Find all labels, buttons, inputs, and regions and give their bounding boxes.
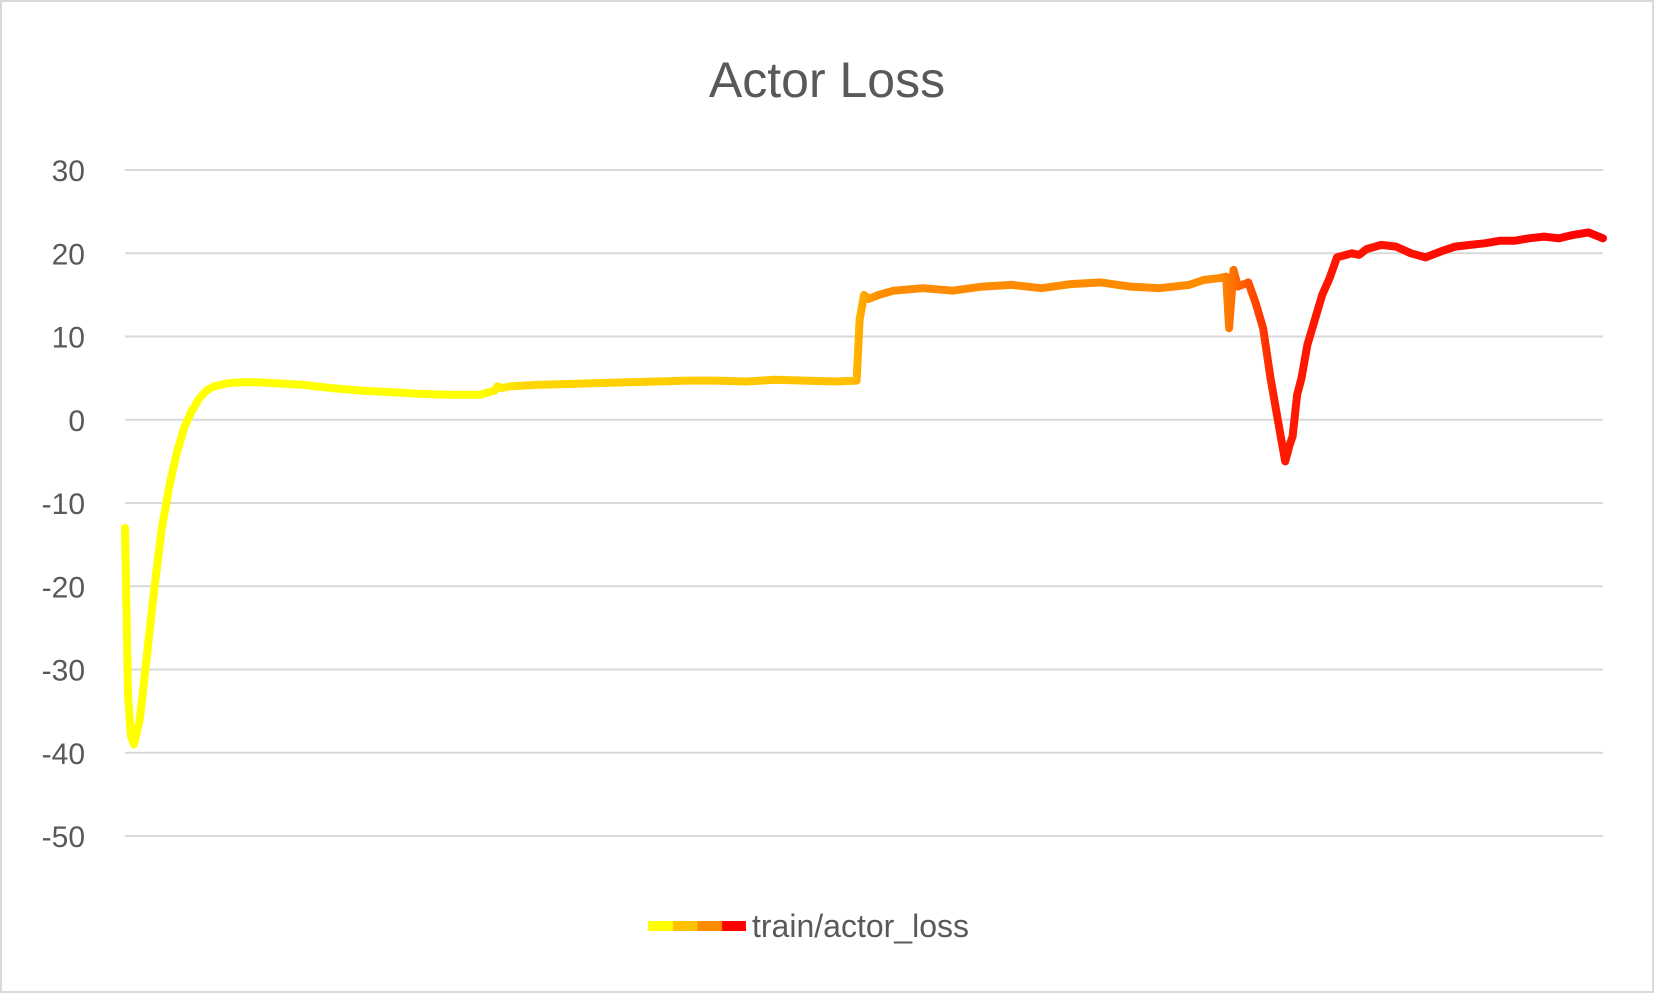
legend-label: train/actor_loss (752, 908, 969, 944)
chart-title: Actor Loss (709, 52, 945, 108)
y-tick-label: -40 (42, 738, 85, 771)
y-tick-label: 10 (52, 322, 85, 355)
legend-swatch (648, 921, 746, 931)
series-line-train-actor-loss (121, 228, 1607, 749)
y-tick-label: 20 (52, 238, 85, 271)
y-tick-label: -30 (42, 655, 85, 688)
y-axis-tick-labels: 30 20 10 0 -10 -20 -30 -40 -50 (42, 155, 85, 854)
y-tick-label: 0 (68, 405, 85, 438)
y-tick-label: -20 (42, 571, 85, 604)
y-tick-label: -10 (42, 488, 85, 521)
y-tick-label: 30 (52, 155, 85, 188)
gridlines (125, 169, 1603, 837)
y-tick-label: -50 (42, 821, 85, 854)
legend: train/actor_loss (648, 908, 969, 944)
